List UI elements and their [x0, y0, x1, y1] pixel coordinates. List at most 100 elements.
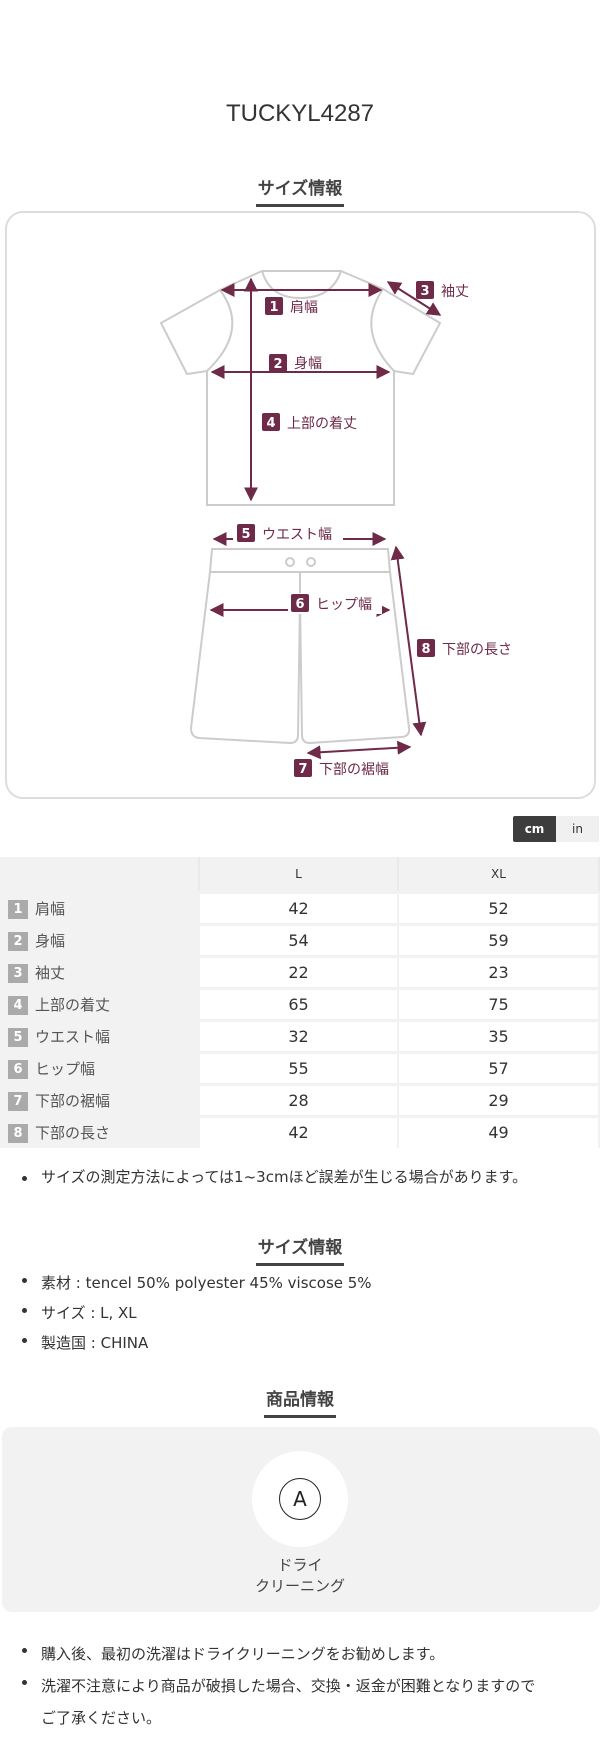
table-row: 4 上部の着丈 65 75	[0, 986, 600, 1020]
cell-xl: 49	[398, 1114, 600, 1148]
table-row: 3 袖丈 22 23	[0, 954, 600, 988]
row-label-text: ヒップ幅	[35, 1059, 96, 1078]
row-label-text: 身幅	[35, 931, 66, 950]
row-label: 3 袖丈	[0, 954, 200, 988]
svg-text:7: 7	[298, 762, 307, 777]
row-label: 7 下部の裾幅	[0, 1082, 200, 1116]
row-number-badge: 4	[8, 995, 28, 1015]
svg-text:1: 1	[269, 300, 278, 315]
bottom-length-line	[390, 545, 427, 737]
svg-text:ヒップ幅: ヒップ幅	[316, 597, 372, 613]
table-row: 6 ヒップ幅 55 57	[0, 1050, 600, 1084]
spec-material: 素材 : tencel 50% polyester 45% viscose 5%	[0, 1268, 372, 1298]
cell-l: 42	[199, 890, 399, 924]
row-label-text: 下部の長さ	[35, 1124, 111, 1143]
row-label-text: 下部の裾幅	[35, 1091, 111, 1110]
spec-list: 素材 : tencel 50% polyester 45% viscose 5%…	[0, 1268, 372, 1358]
row-number-badge: 5	[8, 1027, 28, 1047]
spec-heading: サイズ情報	[0, 1233, 600, 1266]
care-note-2-cont: ご了承ください。	[41, 1709, 162, 1727]
label-6: 6 ヒップ幅	[288, 593, 382, 614]
label-5: 5 ウエスト幅	[233, 523, 343, 545]
row-number-badge: 2	[8, 931, 28, 951]
table-row: 2 身幅 54 59	[0, 922, 600, 956]
row-label: 6 ヒップ幅	[0, 1050, 200, 1084]
cell-xl: 29	[398, 1082, 600, 1116]
cell-xl: 23	[398, 954, 600, 988]
cell-l: 55	[199, 1050, 399, 1084]
row-label-text: 上部の着丈	[35, 995, 111, 1014]
label-7: 7 下部の裾幅	[294, 759, 389, 778]
cell-l: 42	[199, 1114, 399, 1148]
size-diagram: 1 肩幅 2 身幅 3 袖丈 4 上部の着丈 5 ウエスト幅 6 ヒップ幅 7 下部の裾幅 8…	[159, 270, 512, 778]
dry-clean-icon: A	[279, 1478, 321, 1520]
spec-sizes: サイズ : L, XL	[0, 1298, 372, 1328]
sleeve-line	[386, 281, 442, 316]
header-size-xl: XL	[398, 857, 600, 892]
svg-text:袖丈: 袖丈	[441, 284, 469, 300]
cell-xl: 52	[398, 890, 600, 924]
cell-l: 22	[199, 954, 399, 988]
svg-text:3: 3	[420, 284, 429, 299]
label-4: 4 上部の着丈	[262, 413, 357, 432]
product-info-heading: 商品情報	[0, 1385, 600, 1418]
table-row: 5 ウエスト幅 32 35	[0, 1018, 600, 1052]
size-info-heading: サイズ情報	[0, 174, 600, 207]
hem-line	[306, 740, 412, 760]
note-item: サイズの測定方法によっては1~3cmほど誤差が生じる場合があります。	[0, 1166, 527, 1187]
size-diagram-card	[5, 211, 596, 799]
table-header: L XL	[0, 857, 600, 892]
svg-text:上部の着丈: 上部の着丈	[287, 416, 357, 432]
table-row: 7 下部の裾幅 28 29	[0, 1082, 600, 1116]
svg-text:2: 2	[273, 357, 282, 372]
cell-xl: 57	[398, 1050, 600, 1084]
cell-xl: 59	[398, 922, 600, 956]
row-label: 2 身幅	[0, 922, 200, 956]
product-code: TUCKYL4287	[225, 100, 375, 127]
care-label-line2: クリーニング	[254, 1577, 345, 1595]
spec-origin: 製造国 : CHINA	[0, 1328, 372, 1358]
svg-text:4: 4	[266, 416, 275, 431]
label-8: 8 下部の長さ	[417, 639, 512, 658]
label-2: 2 身幅	[269, 354, 331, 372]
row-number-badge: 6	[8, 1059, 28, 1079]
row-label: 1 肩幅	[0, 890, 200, 924]
cell-l: 54	[199, 922, 399, 956]
row-number-badge: 1	[8, 899, 28, 919]
care-note-2: 洗濯不注意により商品が破損した場合、交換・返金が困難となりますので	[0, 1670, 535, 1702]
svg-text:下部の長さ: 下部の長さ	[442, 642, 512, 658]
shorts-outline	[189, 548, 411, 745]
svg-text:肩幅: 肩幅	[290, 300, 318, 316]
cell-l: 28	[199, 1082, 399, 1116]
svg-text:5: 5	[241, 527, 250, 542]
care-note-1: 購入後、最初の洗濯はドライクリーニングをお勧めします。	[0, 1638, 535, 1670]
row-number-badge: 8	[8, 1124, 28, 1144]
row-label: 8 下部の長さ	[0, 1114, 200, 1148]
svg-text:8: 8	[421, 642, 430, 657]
care-label-line1: ドライ	[277, 1556, 323, 1574]
unit-cm-button[interactable]: cm	[513, 816, 556, 842]
unit-in-button[interactable]: in	[556, 816, 599, 842]
shirt-outline	[159, 270, 442, 506]
row-label: 4 上部の着丈	[0, 986, 200, 1020]
header-empty	[0, 857, 200, 892]
row-number-badge: 3	[8, 963, 28, 983]
svg-text:身幅: 身幅	[294, 356, 322, 372]
row-label-text: 肩幅	[35, 899, 66, 918]
svg-text:ウエスト幅: ウエスト幅	[262, 527, 332, 543]
cell-l: 32	[199, 1018, 399, 1052]
row-number-badge: 7	[8, 1091, 28, 1111]
label-1: 1 肩幅	[263, 295, 318, 317]
cell-xl: 35	[398, 1018, 600, 1052]
cell-xl: 75	[398, 986, 600, 1020]
care-notes: 購入後、最初の洗濯はドライクリーニングをお勧めします。 洗濯不注意により商品が破…	[0, 1638, 535, 1734]
svg-text:下部の裾幅: 下部の裾幅	[319, 762, 389, 778]
row-label-text: 袖丈	[35, 963, 66, 982]
size-table: L XL 1 肩幅 42 52 2 身幅 54 59 3 袖丈 22 23 4 上部の着丈 65 75 5 ウエス…	[0, 857, 600, 1148]
label-3: 3 袖丈	[416, 281, 469, 300]
svg-text:6: 6	[295, 597, 304, 612]
table-row: 1 肩幅 42 52	[0, 890, 600, 924]
cell-l: 65	[199, 986, 399, 1020]
size-note: サイズの測定方法によっては1~3cmほど誤差が生じる場合があります。	[0, 1166, 527, 1187]
row-label-text: ウエスト幅	[35, 1027, 111, 1046]
